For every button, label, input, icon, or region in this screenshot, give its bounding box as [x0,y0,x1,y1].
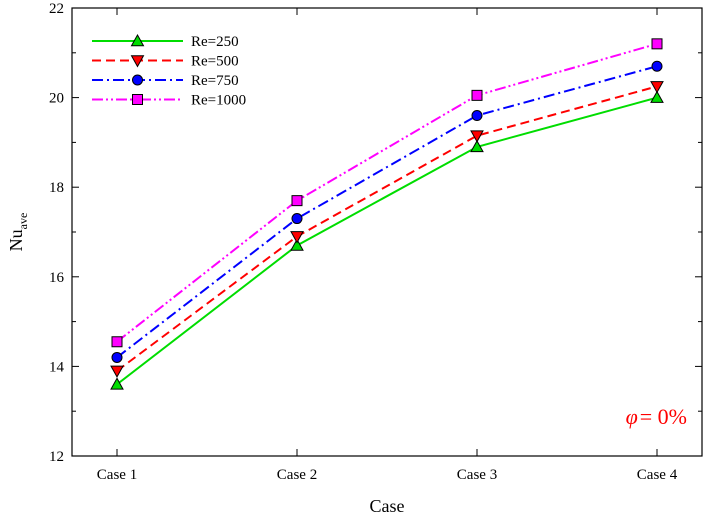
data-point-square [132,94,143,105]
x-tick-label: Case 4 [637,467,678,483]
data-point-square [651,38,663,50]
y-tick-label: 14 [49,359,65,375]
y-axis-ticks: 12 14 16 18 20 22 [49,1,702,465]
y-tick-label: 16 [49,270,65,286]
x-axis-ticks: Case 1 Case 2 Case 3 Case 4 [97,8,678,483]
series-group [110,81,664,378]
phi-annotation: φ= 0% [626,404,687,429]
series-line [116,42,658,343]
y-axis-title-main: Nu [6,229,26,251]
data-point-triangle-up [650,90,664,103]
x-tick-label: Case 1 [97,467,137,483]
data-point-circle [132,74,143,86]
legend-label: Re=750 [191,73,239,89]
legend-label: Re=250 [191,34,239,50]
x-tick-label: Case 3 [457,467,497,483]
series-group [111,60,663,363]
series-line [116,85,658,372]
y-tick-label: 12 [49,449,64,465]
data-point-triangle-down [130,55,145,68]
data-point-square [111,336,123,348]
legend-label: Re=1000 [191,93,246,109]
legend: Re=250 Re=500 Re=750 Re=1000 [92,33,246,109]
data-point-circle [291,213,303,225]
data-point-triangle-down [110,365,124,378]
data-point-square [291,195,303,207]
plot-frame [71,7,703,457]
series-group [110,90,664,390]
data-point-triangle-down [290,231,304,244]
data-point-triangle-up [110,377,124,390]
phi-value: = 0% [640,404,687,429]
data-point-triangle-up [290,238,304,251]
y-tick-label: 22 [49,1,64,17]
data-point-triangle-up [130,33,145,47]
y-tick-label: 18 [49,180,64,196]
x-axis-title: Case [370,496,405,516]
data-point-triangle-down [470,130,484,143]
data-point-circle [111,351,123,363]
phi-symbol: φ [626,404,638,429]
series-group [111,38,663,348]
series-line [116,65,658,359]
x-tick-label: Case 2 [277,467,317,483]
series-layer [110,38,664,390]
y-axis-title: Nuave [6,213,30,252]
legend-label: Re=500 [191,54,239,70]
data-point-triangle-up [470,139,484,153]
data-point-circle [471,110,483,122]
y-axis-title-subscript: ave [16,213,30,230]
data-point-triangle-down [650,81,664,94]
data-point-square [471,89,483,101]
series-line [116,96,658,386]
y-tick-label: 20 [49,91,64,107]
data-point-circle [651,60,663,72]
